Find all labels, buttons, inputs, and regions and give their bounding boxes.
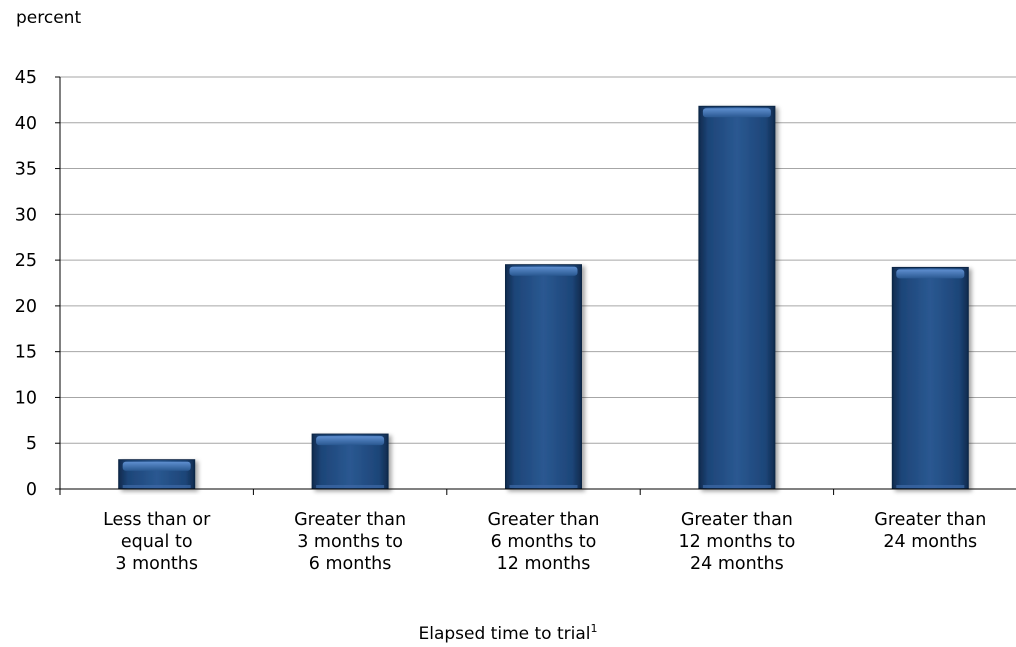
y-tick-label-5: 5 <box>26 434 37 454</box>
y-tick-label-35: 35 <box>15 160 37 180</box>
y-axis-label: percent <box>16 8 82 28</box>
gridlines <box>60 76 1016 444</box>
bar-highlight <box>316 436 385 446</box>
bars <box>118 105 969 490</box>
y-tick-label-40: 40 <box>15 114 37 134</box>
bar-2 <box>505 264 582 490</box>
category-label-1: Greater than 3 months to 6 months <box>294 510 407 574</box>
bar-body <box>891 266 969 490</box>
y-tick-label-0: 0 <box>26 480 37 500</box>
y-tick-label-45: 45 <box>15 68 37 88</box>
y-tick-label-25: 25 <box>15 251 37 271</box>
bar-base-highlight <box>122 485 191 488</box>
category-label-4: Greater than 24 months <box>874 510 987 552</box>
bar-body <box>505 264 582 490</box>
category-label-0: Less than or equal to 3 months <box>103 510 211 574</box>
y-tick-label-20: 20 <box>15 297 37 317</box>
x-axis-label-text: Elapsed time to trial <box>418 624 591 644</box>
axes: 0 5 10 15 20 25 30 35 40 45 <box>15 68 1016 500</box>
x-axis-label: Elapsed time to trial1 <box>0 622 1016 644</box>
bar-highlight <box>509 266 578 276</box>
y-tick-label-30: 30 <box>15 205 37 225</box>
bar-3 <box>698 105 776 490</box>
bar-base-highlight <box>896 485 965 488</box>
bar-base-highlight <box>702 485 771 488</box>
bar-0 <box>118 459 196 490</box>
bar-body <box>698 105 776 490</box>
y-tick-label-15: 15 <box>15 343 37 363</box>
bar-1 <box>311 433 389 490</box>
category-label-2: Greater than 6 months to 12 months <box>487 510 600 574</box>
x-axis-footnote-marker: 1 <box>590 622 598 635</box>
bar-highlight <box>122 461 191 471</box>
bar-highlight <box>702 108 771 118</box>
bar-base-highlight <box>316 485 385 488</box>
bar-4 <box>891 266 969 490</box>
y-tick-label-10: 10 <box>15 388 37 408</box>
category-label-3: Greater than 12 months to 24 months <box>678 510 796 574</box>
bar-base-highlight <box>509 485 578 488</box>
bar-highlight <box>896 269 965 279</box>
